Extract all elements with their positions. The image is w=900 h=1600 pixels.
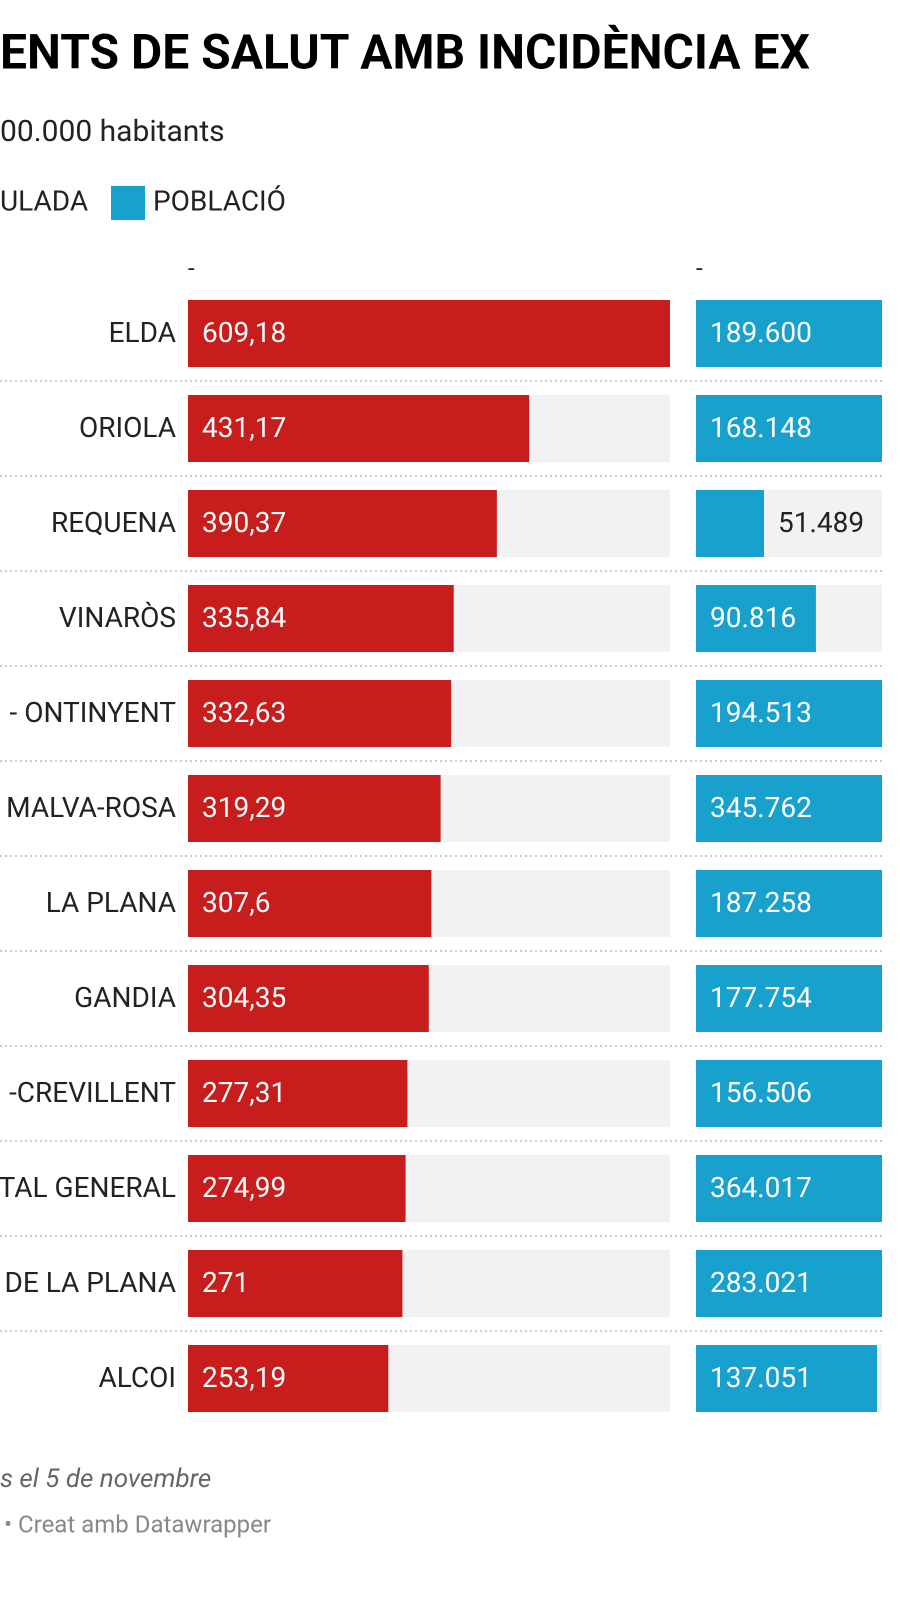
bar bbox=[188, 1155, 406, 1222]
value-label: 177.754 bbox=[710, 981, 812, 1014]
value-label: 90.816 bbox=[710, 601, 796, 634]
bar bbox=[696, 1155, 882, 1222]
legend-swatch bbox=[111, 186, 145, 220]
category-label: - ONTINYENT bbox=[10, 696, 177, 729]
value-label: 283.021 bbox=[710, 1266, 812, 1299]
bar bbox=[696, 1345, 877, 1412]
value-label: 137.051 bbox=[710, 1361, 812, 1394]
value-label: 51.489 bbox=[778, 506, 864, 539]
chart-title: ENTS DE SALUT AMB INCIDÈNCIA EX bbox=[0, 24, 810, 81]
legend-label: POBLACIÓ bbox=[153, 184, 286, 217]
category-label: DE LA PLANA bbox=[4, 1266, 176, 1299]
bar bbox=[696, 870, 882, 937]
bar bbox=[188, 775, 441, 842]
bar bbox=[188, 870, 432, 937]
value-label: 345.762 bbox=[710, 791, 812, 824]
value-label: 187.258 bbox=[710, 886, 812, 919]
bar bbox=[188, 490, 497, 557]
category-label: -CREVILLENT bbox=[9, 1076, 176, 1109]
value-label: 332,63 bbox=[202, 696, 286, 729]
bar bbox=[188, 585, 454, 652]
value-label: 274,99 bbox=[202, 1171, 286, 1204]
value-label: 168.148 bbox=[710, 411, 812, 444]
bar bbox=[696, 585, 816, 652]
category-label: REQUENA bbox=[51, 506, 176, 539]
bar bbox=[696, 775, 882, 842]
value-label: 189.600 bbox=[710, 316, 812, 349]
value-label: 390,37 bbox=[202, 506, 286, 539]
value-label: 335,84 bbox=[202, 601, 286, 634]
value-label: 609,18 bbox=[202, 316, 286, 349]
chart-subtitle: 00.000 habitants bbox=[0, 114, 225, 149]
bar bbox=[188, 1060, 408, 1127]
value-label: 253,19 bbox=[202, 1361, 286, 1394]
value-label: 431,17 bbox=[202, 411, 286, 444]
category-label: ORIOLA bbox=[79, 411, 176, 444]
bar bbox=[188, 395, 530, 462]
bar bbox=[696, 965, 882, 1032]
value-label: 271 bbox=[202, 1266, 249, 1299]
value-label: 304,35 bbox=[202, 981, 286, 1014]
credit: • Creat amb Datawrapper bbox=[4, 1510, 271, 1538]
category-label: LA PLANA bbox=[46, 886, 176, 919]
bar bbox=[696, 490, 764, 557]
bar bbox=[188, 1250, 403, 1317]
category-label: TAL GENERAL bbox=[0, 1171, 176, 1204]
value-label: 156.506 bbox=[710, 1076, 812, 1109]
bar bbox=[188, 965, 429, 1032]
bar bbox=[696, 680, 882, 747]
value-label: 194.513 bbox=[710, 696, 812, 729]
value-label: 364.017 bbox=[710, 1171, 812, 1204]
category-label: ELDA bbox=[109, 316, 176, 349]
category-label: MALVA-ROSA bbox=[6, 791, 176, 824]
column-header: - bbox=[696, 254, 703, 282]
value-label: 319,29 bbox=[202, 791, 286, 824]
category-label: GANDIA bbox=[74, 981, 176, 1014]
bar bbox=[696, 1060, 882, 1127]
value-label: 277,31 bbox=[202, 1076, 286, 1109]
bar bbox=[188, 680, 452, 747]
category-label: ALCOI bbox=[98, 1361, 176, 1394]
bar bbox=[696, 300, 882, 367]
bar bbox=[696, 395, 882, 462]
category-label: VINARÒS bbox=[59, 601, 176, 634]
legend-label: ULADA bbox=[0, 184, 88, 217]
bar bbox=[188, 300, 670, 367]
column-header: - bbox=[188, 254, 195, 282]
bar bbox=[696, 1250, 882, 1317]
plot: ULADA POBLACIÓ - - ELDA 609,18 189.600 ORIOLA 43… bbox=[0, 184, 882, 1412]
value-label: 307,6 bbox=[202, 886, 270, 919]
bar bbox=[188, 1345, 389, 1412]
notes: s el 5 de novembre bbox=[0, 1464, 211, 1494]
